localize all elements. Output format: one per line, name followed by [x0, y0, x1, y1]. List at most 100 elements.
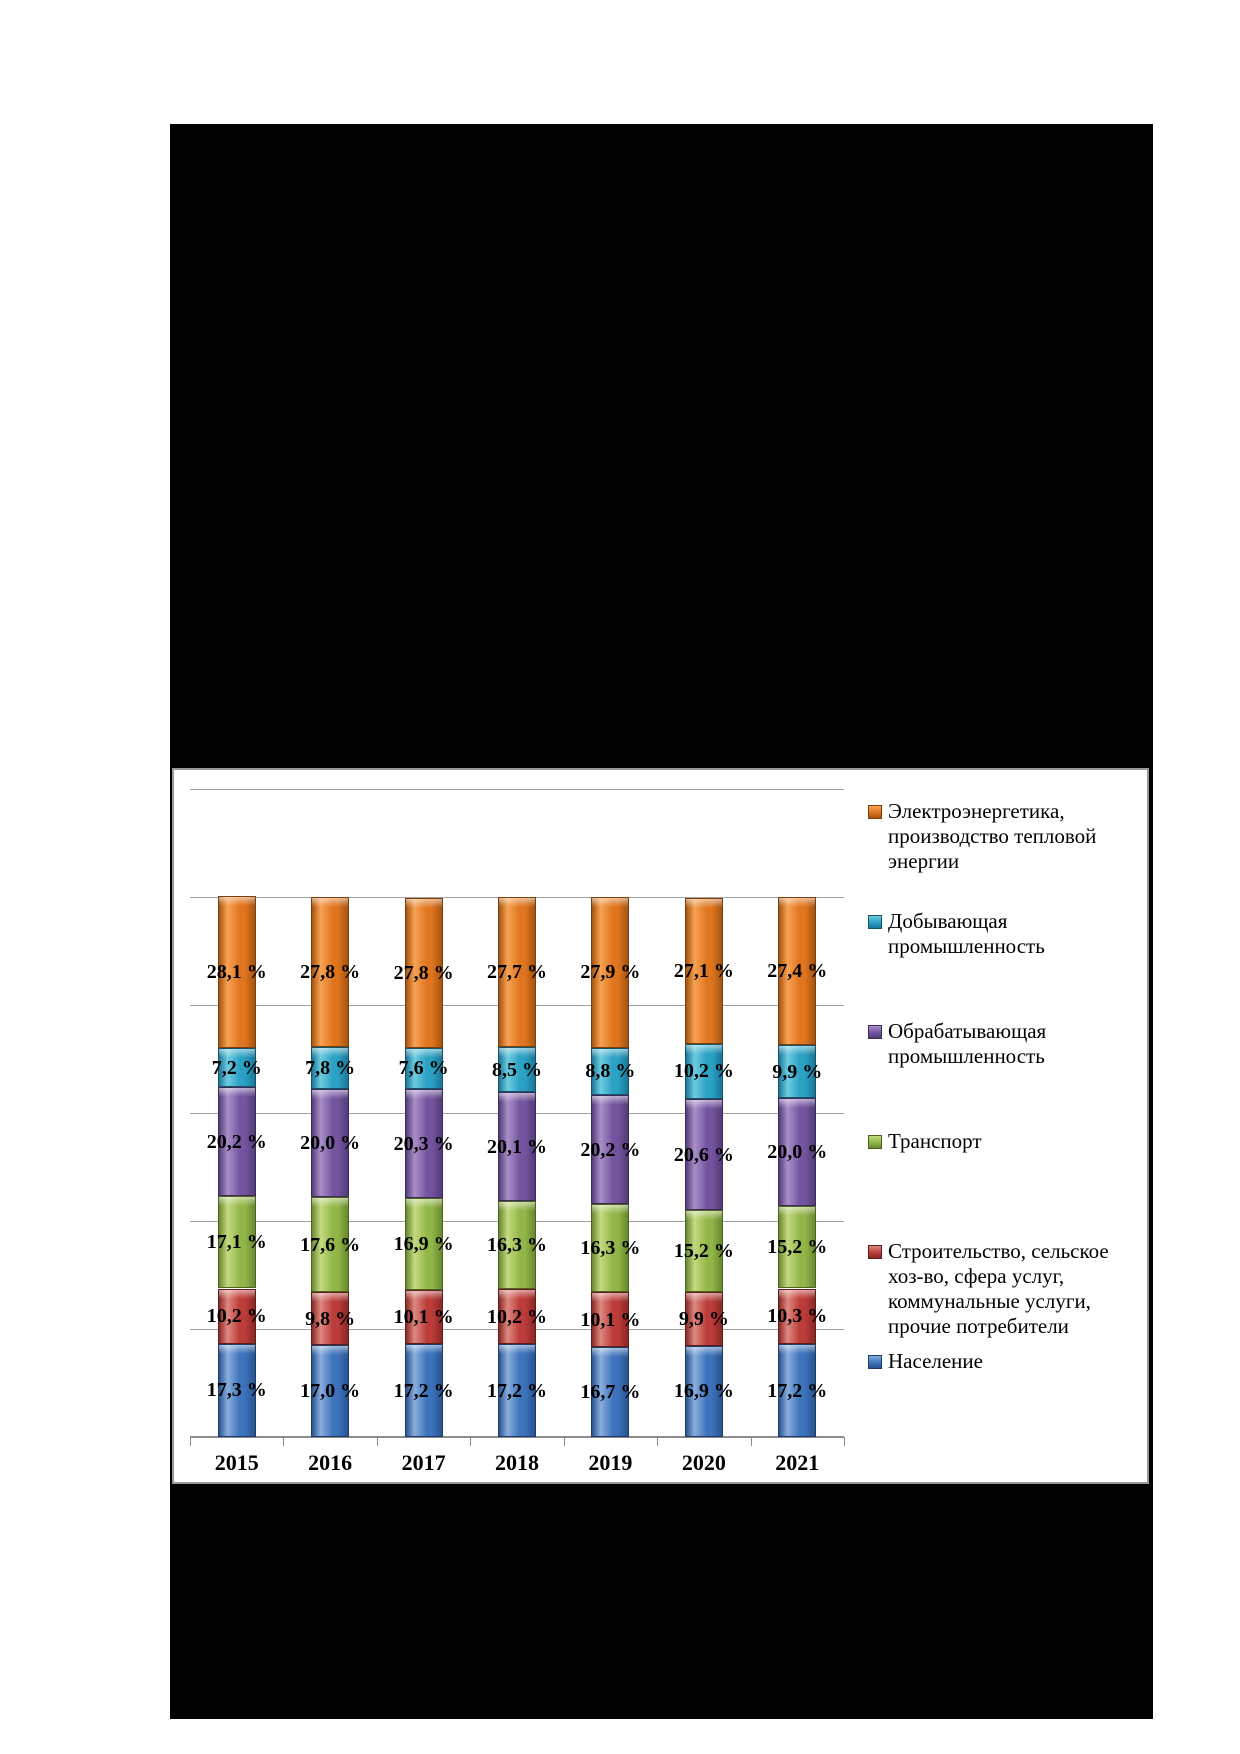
- data-label: 10,3 %: [767, 1305, 828, 1328]
- x-axis-tick: [376, 1437, 378, 1446]
- bar-segment: [217, 1048, 256, 1088]
- data-label: 8,8 %: [585, 1060, 636, 1083]
- legend-label: Транспорт: [888, 1129, 1150, 1154]
- bar-segment: [778, 897, 817, 1045]
- data-label: 15,2 %: [673, 1240, 734, 1263]
- data-label: 16,9 %: [393, 1232, 454, 1255]
- bar-segment: [498, 1092, 536, 1201]
- data-label: 10,2 %: [487, 1305, 547, 1328]
- bar-segment: [498, 1289, 536, 1345]
- bar-segment: [684, 1043, 723, 1099]
- data-label: 16,3 %: [487, 1234, 547, 1257]
- data-label: 20,0 %: [767, 1141, 828, 1164]
- data-label: 7,8 %: [305, 1057, 356, 1080]
- legend-label: Население: [888, 1349, 1150, 1374]
- bar-segment: [217, 1288, 256, 1344]
- bar-segment: [684, 1292, 723, 1346]
- legend-label: Электроэнергетика, производство тепловой э…: [888, 799, 1150, 874]
- legend-label-line: хоз-во, сфера услуг,: [888, 1264, 1065, 1288]
- legend-label-line: Обрабатывающая: [888, 1019, 1047, 1043]
- data-label: 9,9 %: [772, 1060, 823, 1083]
- x-axis-label: 2019: [588, 1450, 633, 1475]
- stacked-bar-chart: 28,1 % 7,2 % 20,2 % 17,1 % 10,2 % 17,3 % 2015 2…: [172, 768, 1149, 1484]
- legend-label: Строительство, сельское хоз-во, сфера усл…: [888, 1239, 1150, 1339]
- data-label: 16,9 %: [673, 1380, 734, 1403]
- x-axis-label: 2018: [495, 1450, 539, 1475]
- data-label: 17,2 %: [767, 1379, 828, 1402]
- bar-segment: [684, 1098, 723, 1211]
- legend-label-line: прочие потребители: [888, 1314, 1069, 1338]
- bar-segment: [498, 897, 536, 1047]
- data-label: 27,1 %: [673, 959, 734, 982]
- data-label: 16,7 %: [580, 1380, 641, 1403]
- x-axis-tick: [563, 1437, 565, 1446]
- data-label: 10,2 %: [206, 1305, 267, 1328]
- bar-segment: [778, 1098, 817, 1207]
- bar-segment: [217, 1087, 256, 1197]
- data-label: 9,8 %: [305, 1307, 356, 1330]
- data-label: 20,3 %: [393, 1132, 454, 1155]
- bar-segment: [591, 1346, 630, 1437]
- bar-segment: [778, 1288, 817, 1345]
- bar-segment: [684, 1210, 723, 1293]
- bar-segment: [217, 896, 256, 1049]
- data-label: 17,6 %: [300, 1233, 361, 1256]
- data-label: 10,2 %: [673, 1060, 734, 1083]
- data-label: 7,2 %: [211, 1056, 262, 1079]
- legend-label-line: Электроэнергетика,: [888, 799, 1065, 823]
- legend-marker-icon: [868, 1025, 882, 1039]
- data-label: 27,7 %: [487, 960, 547, 983]
- x-axis-tick: [470, 1437, 472, 1446]
- bar-segment: [311, 1345, 350, 1437]
- legend-marker-icon: [868, 915, 882, 929]
- legend-marker-icon: [868, 805, 882, 819]
- bar-segment: [498, 1046, 536, 1093]
- data-label: 20,6 %: [673, 1143, 734, 1166]
- bar-segment: [217, 1343, 256, 1437]
- data-label: 8,5 %: [492, 1058, 542, 1081]
- legend-label-line: производство тепловой: [888, 824, 1097, 848]
- legend-label-line: Транспорт: [888, 1129, 982, 1153]
- x-axis-label: 2016: [308, 1450, 353, 1475]
- bar-segment: [404, 1088, 443, 1199]
- legend-label: Добывающая промышленность: [888, 909, 1150, 959]
- bar-segment: [498, 1201, 536, 1290]
- data-label: 20,2 %: [206, 1130, 267, 1153]
- data-label: 17,2 %: [393, 1379, 454, 1402]
- data-label: 27,8 %: [300, 961, 361, 984]
- data-label: 17,3 %: [206, 1379, 267, 1402]
- bar-segment: [778, 1044, 817, 1099]
- bar-segment: [311, 1197, 350, 1293]
- data-label: 27,8 %: [393, 961, 454, 984]
- bar-segment: [778, 1344, 817, 1437]
- bar-segment: [404, 1198, 443, 1290]
- legend-label-line: Строительство, сельское: [888, 1239, 1109, 1263]
- data-label: 27,4 %: [767, 959, 828, 982]
- data-label: 10,1 %: [580, 1308, 641, 1331]
- x-axis: [190, 1436, 844, 1438]
- bar-segment: [684, 1345, 723, 1437]
- x-axis-tick: [750, 1437, 752, 1446]
- data-label: 7,6 %: [398, 1057, 449, 1080]
- bar-segment: [404, 897, 443, 1048]
- bar-segment: [778, 1206, 817, 1289]
- bar-segment: [591, 1204, 630, 1293]
- legend-label-line: Население: [888, 1349, 983, 1373]
- bar-segment: [311, 1089, 350, 1198]
- x-axis-label: 2015: [214, 1450, 259, 1475]
- bar-segment: [591, 1095, 630, 1205]
- data-label: 17,1 %: [206, 1231, 267, 1254]
- bar-segment: [404, 1344, 443, 1437]
- bar-segment: [404, 1047, 443, 1089]
- bar-segment: [591, 1292, 630, 1347]
- data-label: 20,0 %: [300, 1132, 361, 1155]
- data-label: 28,1 %: [206, 961, 267, 984]
- x-axis-label: 2020: [681, 1450, 726, 1475]
- x-axis-label: 2021: [775, 1450, 820, 1475]
- data-label: 17,2 %: [487, 1379, 547, 1402]
- data-label: 17,0 %: [300, 1380, 361, 1403]
- legend-marker-icon: [868, 1355, 882, 1369]
- legend-label-line: Добывающая: [888, 909, 1008, 933]
- data-label: 10,1 %: [393, 1305, 454, 1328]
- data-label: 27,9 %: [580, 961, 641, 984]
